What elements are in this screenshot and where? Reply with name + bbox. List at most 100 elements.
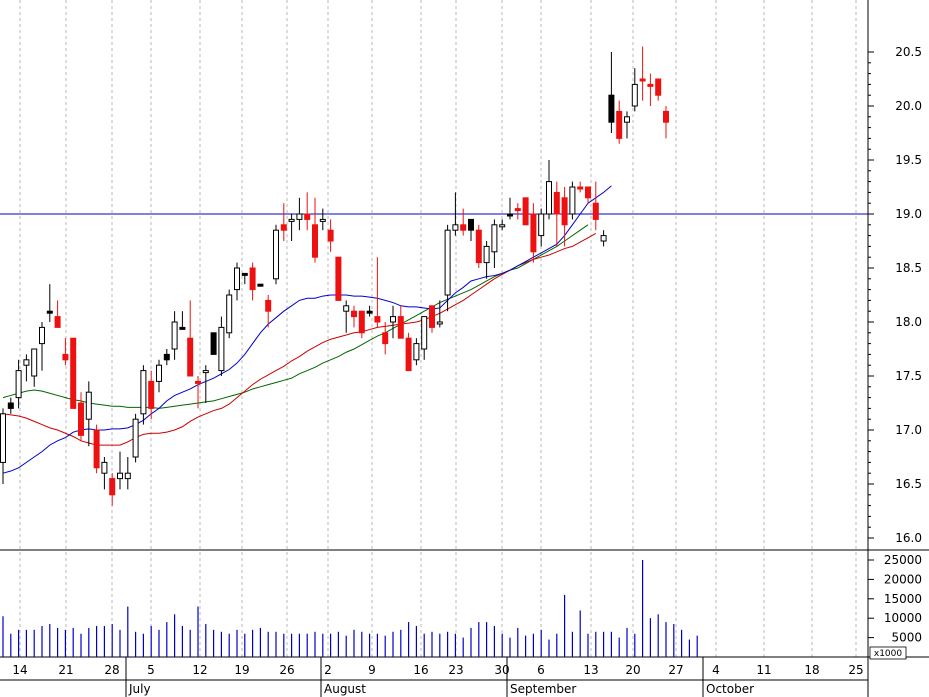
price-tick-label: 17.0	[895, 423, 922, 437]
volume-multiplier-label: x1000	[874, 649, 903, 659]
candle	[280, 203, 287, 241]
candle	[499, 219, 506, 231]
month-label: July	[128, 682, 151, 696]
candle-body	[210, 332, 217, 355]
candle	[374, 257, 381, 328]
candle	[452, 192, 459, 236]
candle	[647, 73, 654, 106]
day-label: 25	[848, 663, 863, 677]
day-label: 4	[712, 663, 720, 677]
candle	[522, 197, 529, 226]
candle-body	[413, 343, 420, 361]
candle-body	[390, 316, 396, 323]
candle-body	[156, 364, 162, 382]
candle	[327, 219, 334, 252]
volume-tick-label: 25000	[884, 553, 922, 567]
candle-body	[460, 224, 467, 231]
candle	[507, 197, 513, 220]
day-label: 2	[324, 663, 332, 677]
day-label: 14	[12, 663, 27, 677]
candle-body	[280, 224, 287, 231]
price-tick-label: 20.0	[895, 99, 922, 113]
candle-body	[226, 294, 233, 334]
candle	[62, 338, 69, 366]
candle	[132, 413, 139, 463]
candle-body	[62, 353, 69, 361]
candle	[444, 224, 451, 312]
candle-body	[195, 380, 201, 384]
candle	[140, 365, 147, 425]
candle	[241, 272, 248, 285]
candle	[421, 316, 428, 360]
candle	[39, 322, 45, 371]
candle-body	[475, 229, 482, 264]
day-label: 20	[625, 663, 640, 677]
candle-body	[631, 83, 638, 107]
candle	[70, 337, 77, 409]
month-label: September	[510, 682, 576, 696]
candle-body	[655, 78, 662, 96]
candle-body	[70, 337, 77, 409]
candle-body	[234, 267, 240, 291]
candle	[343, 300, 350, 333]
candle	[171, 311, 178, 360]
price-tick-label: 16.5	[895, 477, 922, 491]
candle-body	[592, 202, 599, 220]
candle	[54, 300, 61, 328]
candle	[491, 219, 498, 268]
candle-body	[444, 229, 451, 296]
candle	[288, 214, 295, 241]
candle-body	[54, 316, 61, 328]
candlesticks	[0, 46, 669, 506]
candle	[569, 181, 576, 220]
candle-body	[23, 359, 30, 366]
day-label: 19	[234, 663, 249, 677]
candle	[405, 332, 412, 372]
candle	[78, 392, 84, 441]
candle-body	[124, 472, 131, 480]
volume-axis: 5000 10000 15000 20000 25000 x1000	[868, 553, 922, 660]
candle-body	[351, 310, 357, 318]
candle-body	[296, 213, 303, 220]
candle-body	[499, 224, 506, 228]
price-tick-label: 16.0	[895, 531, 922, 545]
candle-body	[647, 83, 654, 87]
candle-body	[132, 418, 139, 458]
candle-body	[218, 326, 225, 372]
candle	[226, 289, 233, 339]
candle	[296, 197, 303, 231]
candle-body	[577, 186, 584, 190]
candle-body	[15, 370, 22, 399]
candle	[273, 224, 279, 285]
candle-body	[0, 413, 6, 463]
candle	[148, 370, 155, 420]
moving-averages	[2, 185, 612, 474]
candle-body	[546, 181, 552, 215]
candle	[202, 365, 209, 403]
day-label: 9	[368, 663, 376, 677]
candle-body	[553, 191, 560, 215]
month-label: August	[324, 682, 366, 696]
candle-body	[241, 272, 248, 276]
day-label: 26	[279, 663, 294, 677]
candle-body	[335, 256, 342, 301]
candle	[46, 284, 53, 322]
candle	[655, 78, 662, 101]
candle-body	[468, 218, 474, 231]
candle-body	[288, 218, 295, 222]
candle-body	[585, 186, 591, 199]
candle-body	[436, 321, 443, 325]
volume-tick-label: 15000	[884, 592, 922, 606]
candle-body	[93, 429, 100, 469]
candle	[257, 283, 264, 287]
price-tick-label: 19.5	[895, 153, 922, 167]
candle-body	[7, 402, 14, 409]
candle-body	[140, 370, 147, 415]
day-label: 6	[537, 663, 545, 677]
day-label: 27	[668, 663, 683, 677]
day-label: 18	[804, 663, 819, 677]
day-label: 13	[583, 663, 598, 677]
candle-body	[483, 245, 490, 264]
